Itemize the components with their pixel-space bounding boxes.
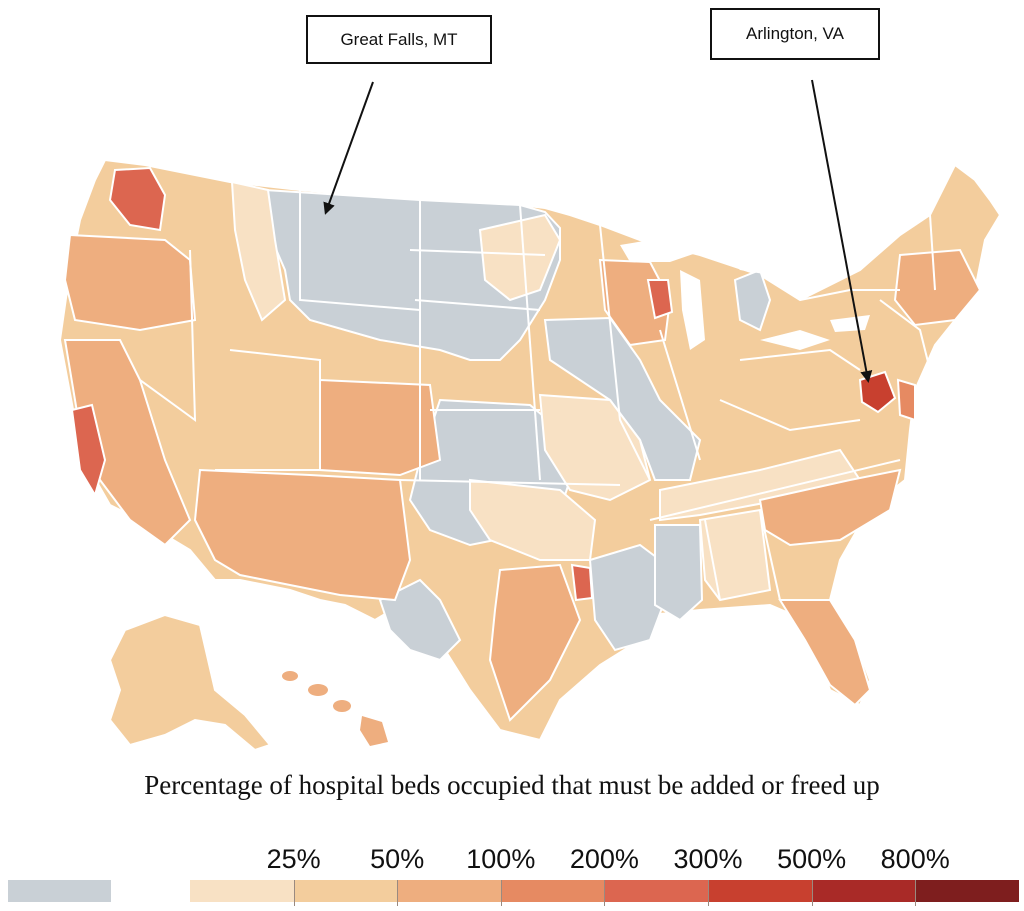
region-midwest-corridor [543,316,702,481]
region-sf-hotspot [70,403,107,498]
region-midwest-light [478,213,562,302]
legend-tick-2 [397,880,399,906]
legend-label-1: 25% [266,844,321,874]
region-delmarva-hotspot [896,378,916,422]
legend-swatch-0 [190,880,294,902]
legend-swatch-1 [293,880,398,902]
legend-swatch-no-data [8,880,111,902]
legend-tick-7 [915,880,917,906]
region-oklahoma-light [469,478,597,561]
region-ozarks-light [538,393,652,502]
legend-tick-1 [293,880,295,906]
region-texas-central-mid [488,563,582,722]
callout-arlington: Arlington, VA [710,8,880,60]
region-houston-hotspot [570,563,594,602]
region-mississippi [654,524,704,622]
arlington-arrow [811,79,873,383]
legend-tick-4 [604,880,606,906]
legend-swatch-2 [397,880,501,902]
legend-swatch-3 [500,880,605,902]
region-alabama-light [698,508,772,602]
alaska-shape [108,613,272,752]
region-northeast-mid [893,248,982,327]
region-oregon-mid [63,233,197,332]
legend-tick-3 [500,880,502,906]
legend-tick-5 [708,880,709,906]
region-seattle-hotspot [108,166,167,232]
legend-label-5: 300% [673,844,743,874]
region-florida-mid [778,599,872,707]
hawaii-shape [282,671,388,746]
region-chicago-hotspot [646,279,674,320]
map-title: Percentage of hospital beds occupied tha… [144,770,880,800]
region-southwest-mid [193,468,412,602]
state-borders [139,190,936,601]
callout-great-falls: Great Falls, MT [306,15,492,64]
legend-label-2: 50% [370,844,425,874]
legend-label-6: 500% [777,844,847,874]
legend-swatch-7 [915,880,1019,902]
great-lakes [620,235,870,350]
legend-label-4: 200% [569,844,639,874]
region-arkansas [588,543,667,652]
legend-label-7: 800% [880,844,950,874]
region-west-texas [378,578,462,662]
legend-swatch-5 [708,880,812,902]
legend-tick-6 [811,880,813,906]
legend-label-3: 100% [466,844,536,874]
legend-swatch-4 [604,880,708,902]
greatfalls-arrow [323,81,374,215]
region-montana-west-light [230,180,287,322]
region-carolinas-mid [758,468,902,547]
legend: 25% 50% 100% 200% 300% 500% 800% [0,840,1024,906]
region-colorado-mid [319,378,442,477]
legend-swatch-6 [811,880,916,902]
